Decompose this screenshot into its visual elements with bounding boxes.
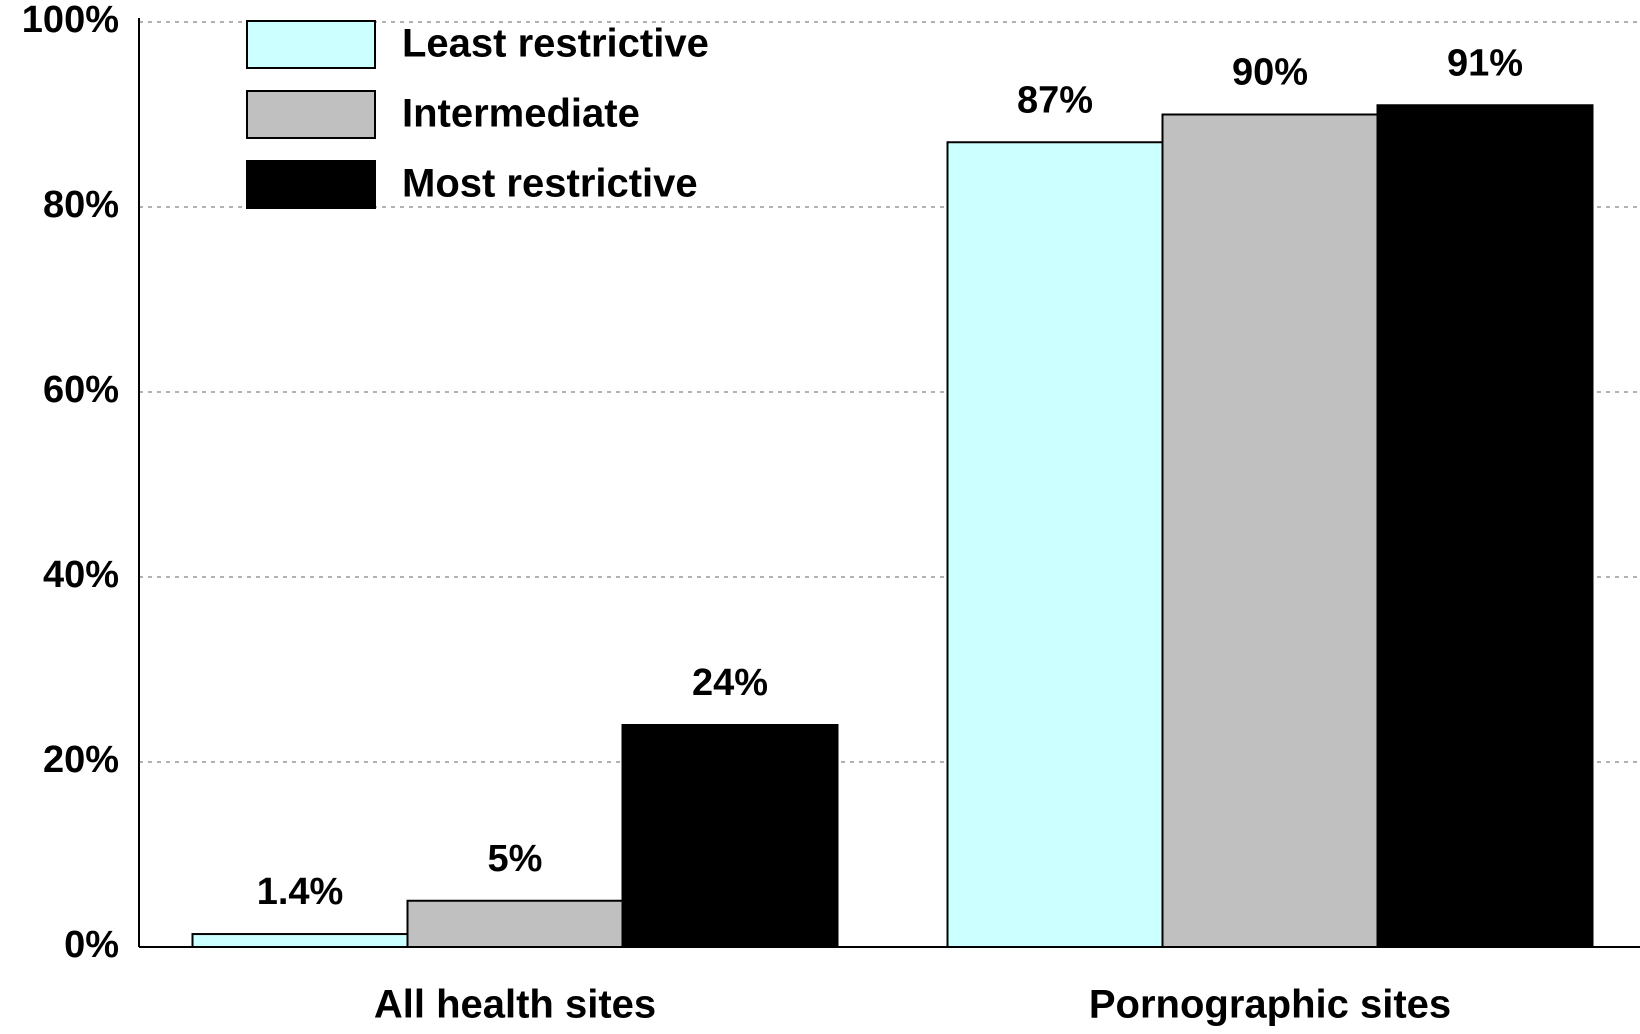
legend-swatch [246,160,376,209]
bar [621,724,839,948]
bar [191,933,409,948]
value-label: 90% [1232,52,1308,94]
bar [406,899,624,948]
value-label: 91% [1447,42,1523,84]
y-tick-label: 0% [64,924,119,966]
value-label: 24% [692,662,768,704]
value-label: 5% [488,838,543,880]
value-label: 87% [1017,79,1093,121]
value-label: 1.4% [257,871,344,913]
bar [1376,104,1594,948]
legend-label: Most restrictive [402,162,698,206]
y-tick-label: 100% [22,0,119,41]
x-tick-label: Pornographic sites [1089,983,1451,1027]
legend-label: Least restrictive [402,22,709,66]
y-tick-label: 80% [43,184,119,226]
y-tick-label: 60% [43,369,119,411]
legend-label: Intermediate [402,92,640,136]
legend-swatch [246,20,376,69]
bar [946,141,1164,948]
legend-swatch [246,90,376,139]
y-tick-label: 40% [43,554,119,596]
bar [1161,113,1379,948]
x-tick-label: All health sites [374,983,656,1027]
y-tick-label: 20% [43,739,119,781]
